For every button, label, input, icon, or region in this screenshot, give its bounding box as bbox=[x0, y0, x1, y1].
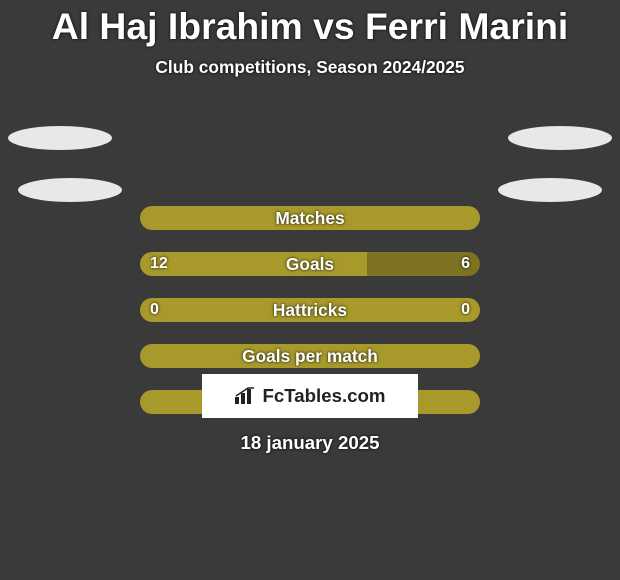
fctables-badge: FcTables.com bbox=[202, 374, 418, 418]
comparison-canvas: Al Haj Ibrahim vs Ferri Marini Club comp… bbox=[0, 0, 620, 580]
stat-value-left: 0 bbox=[140, 298, 439, 322]
badge-text: FcTables.com bbox=[262, 385, 385, 407]
stat-row-matches: Matches bbox=[140, 206, 480, 230]
stat-row-gpm: Goals per match bbox=[140, 344, 480, 368]
bar-chart-icon bbox=[234, 387, 256, 405]
player-oval-left-0 bbox=[8, 126, 112, 150]
player-oval-left-1 bbox=[18, 178, 122, 202]
stat-value-right: 0 bbox=[439, 298, 480, 322]
stat-value-right: 6 bbox=[367, 252, 480, 276]
stat-label: Goals per match bbox=[140, 344, 480, 368]
stat-row-goals: 126Goals bbox=[140, 252, 480, 276]
stat-value-left: 12 bbox=[140, 252, 367, 276]
player-oval-right-1 bbox=[498, 178, 602, 202]
stat-row-hattricks: 00Hattricks bbox=[140, 298, 480, 322]
snapshot-date: 18 january 2025 bbox=[0, 432, 620, 454]
stat-label: Matches bbox=[140, 206, 480, 230]
page-title: Al Haj Ibrahim vs Ferri Marini bbox=[0, 0, 620, 47]
page-subtitle: Club competitions, Season 2024/2025 bbox=[0, 57, 620, 78]
player-oval-right-0 bbox=[508, 126, 612, 150]
